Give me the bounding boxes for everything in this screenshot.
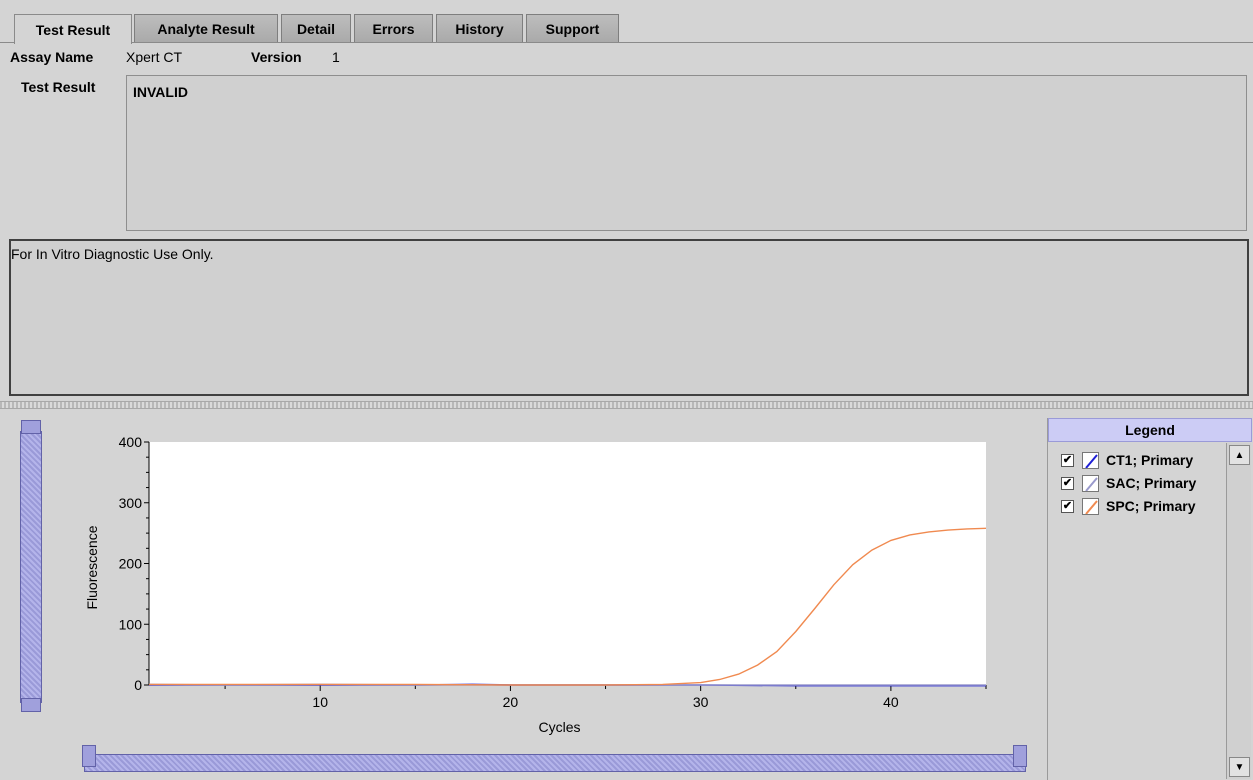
checkbox-sac[interactable]: ✔ <box>1061 476 1074 490</box>
version-label: Version <box>251 49 302 65</box>
tab-divider <box>0 42 1253 43</box>
legend-label-sac: SAC; Primary <box>1106 475 1197 491</box>
checkbox-ct1[interactable]: ✔ <box>1061 453 1074 467</box>
x-zoom-left-handle[interactable] <box>82 745 96 767</box>
legend-scrollbar[interactable]: ▲ ▼ <box>1226 443 1251 779</box>
y-axis-label: Fluorescence <box>84 525 100 609</box>
test-result-box: INVALID <box>126 75 1247 231</box>
y-tick-label-300: 300 <box>119 495 143 511</box>
scroll-down-icon[interactable]: ▼ <box>1229 757 1250 777</box>
y-tick-label-0: 0 <box>134 677 142 693</box>
swatch-sac <box>1082 474 1099 492</box>
swatch-ct1 <box>1082 451 1099 469</box>
legend-item-ct1: ✔ CT1; Primary <box>1061 450 1193 470</box>
tab-history[interactable]: History <box>436 14 523 43</box>
notice-box: For In Vitro Diagnostic Use Only. <box>9 239 1249 396</box>
legend-label-spc: SPC; Primary <box>1106 498 1196 514</box>
legend-label-ct1: CT1; Primary <box>1106 452 1194 468</box>
test-result-value: INVALID <box>133 84 188 100</box>
x-axis-label: Cycles <box>538 719 580 735</box>
plot-area <box>149 442 986 685</box>
x-zoom-right-handle[interactable] <box>1013 745 1027 767</box>
legend-panel: Legend ✔ CT1; Primary ✔ SAC; Primary ✔ S… <box>1047 418 1252 780</box>
tab-support[interactable]: Support <box>526 14 619 43</box>
y-tick-label-200: 200 <box>119 556 143 572</box>
x-tick-label-30: 30 <box>693 694 709 710</box>
tab-test-result[interactable]: Test Result <box>14 14 132 44</box>
y-tick-label-100: 100 <box>119 616 143 632</box>
tab-errors[interactable]: Errors <box>354 14 433 43</box>
assay-name-label: Assay Name <box>10 49 94 65</box>
checkbox-spc[interactable]: ✔ <box>1061 499 1074 513</box>
legend-item-spc: ✔ SPC; Primary <box>1061 496 1195 516</box>
x-tick-label-40: 40 <box>883 694 899 710</box>
notice-text: For In Vitro Diagnostic Use Only. <box>11 246 214 262</box>
assay-name-value: Xpert CT <box>126 49 183 65</box>
y-zoom-top-handle[interactable] <box>21 420 41 434</box>
tab-detail[interactable]: Detail <box>281 14 351 43</box>
split-pane-divider[interactable] <box>0 401 1253 409</box>
series-line-spc <box>149 527 987 686</box>
tab-bar: Test Result Analyte Result Detail Errors… <box>0 0 1253 44</box>
scroll-up-icon[interactable]: ▲ <box>1229 445 1250 465</box>
legend-title: Legend <box>1048 418 1252 442</box>
legend-item-sac: ✔ SAC; Primary <box>1061 473 1196 493</box>
swatch-spc <box>1082 497 1099 515</box>
version-value: 1 <box>332 49 340 65</box>
x-tick-label-20: 20 <box>503 694 519 710</box>
tab-analyte-result[interactable]: Analyte Result <box>134 14 278 43</box>
test-result-label: Test Result <box>21 79 96 95</box>
y-tick-label-400: 400 <box>119 434 143 450</box>
y-zoom-bottom-handle[interactable] <box>21 698 41 712</box>
x-tick-label-10: 10 <box>312 694 328 710</box>
